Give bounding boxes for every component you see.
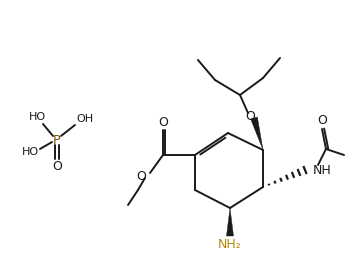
Text: O: O (136, 170, 146, 183)
Text: O: O (158, 115, 168, 128)
Polygon shape (226, 208, 234, 236)
Text: NH: NH (313, 163, 332, 177)
Text: HO: HO (28, 112, 45, 122)
Polygon shape (251, 117, 263, 150)
Text: O: O (245, 109, 255, 123)
Text: P: P (53, 133, 61, 146)
Text: O: O (317, 114, 327, 126)
Text: O: O (52, 161, 62, 173)
Text: HO: HO (21, 147, 39, 157)
Text: OH: OH (76, 114, 94, 124)
Text: NH₂: NH₂ (218, 238, 242, 252)
